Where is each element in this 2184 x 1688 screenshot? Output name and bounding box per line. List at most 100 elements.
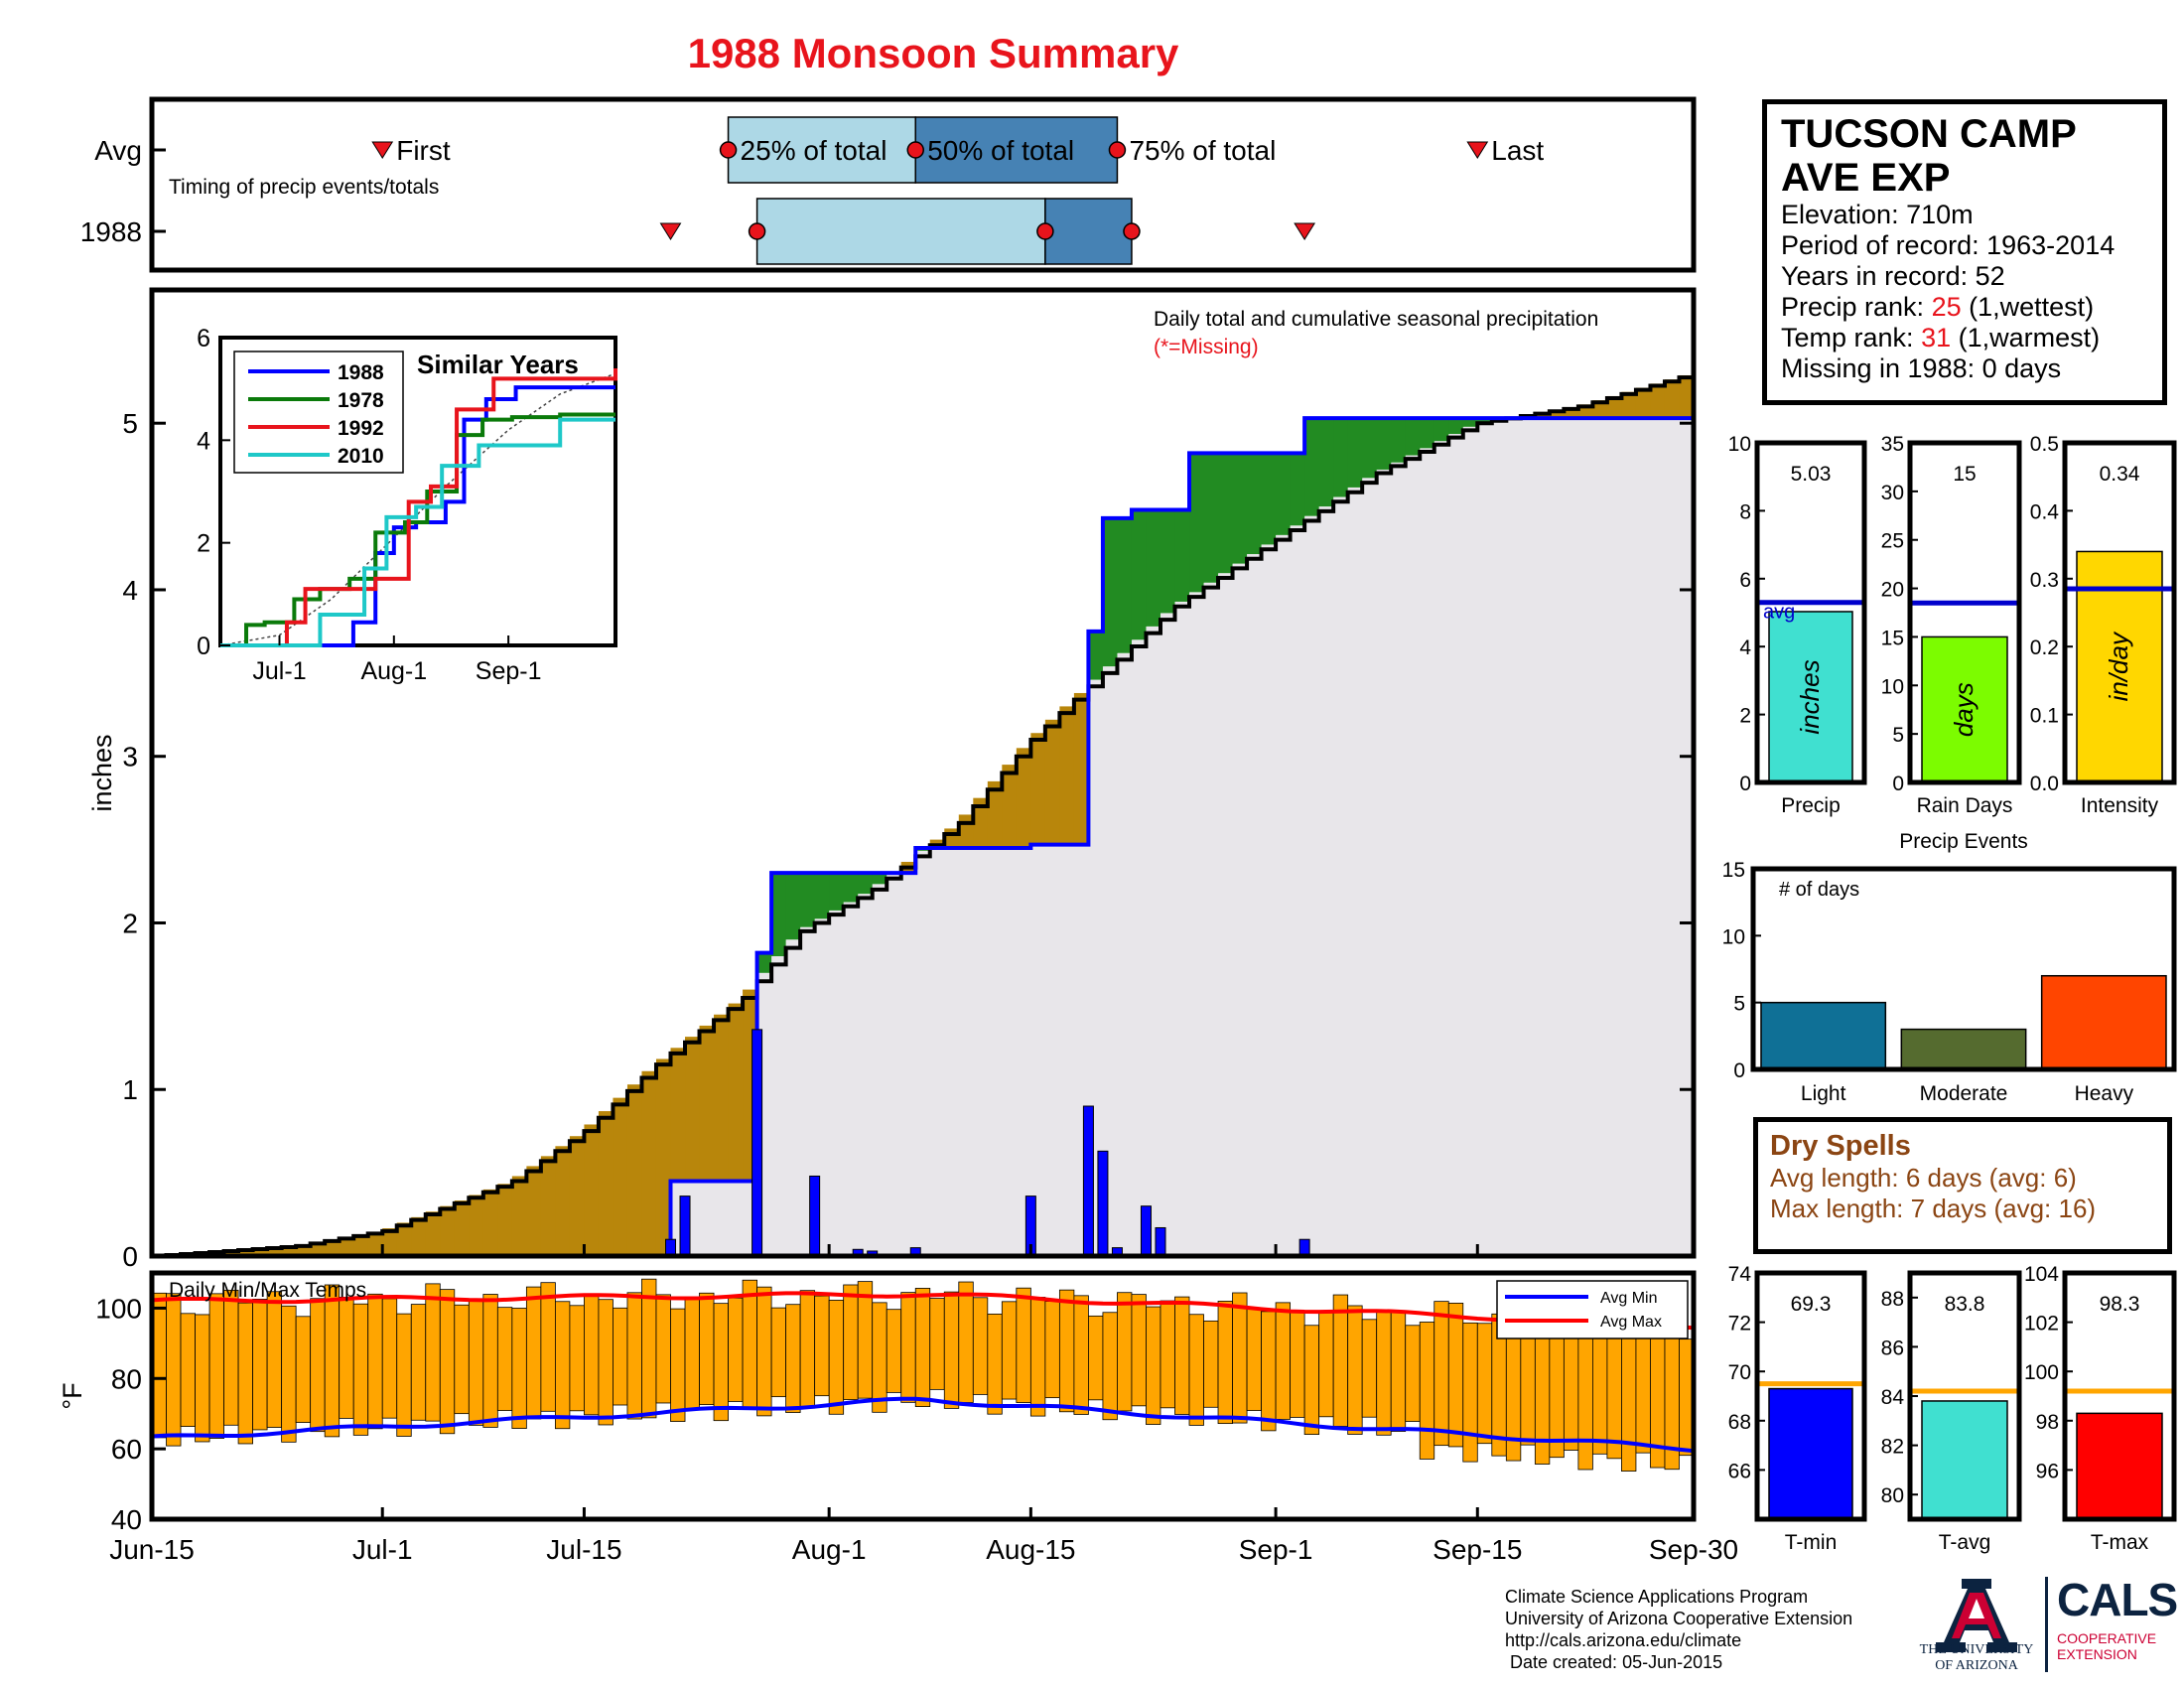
dry-spells-title: Dry Spells: [1770, 1130, 1911, 1162]
small-panel-tick-label: 0.2: [2030, 636, 2059, 659]
avg-cumulative-line: [152, 372, 1696, 1258]
small-panel-tick-label: 98: [2036, 1411, 2059, 1434]
inset-legend-label: 1978: [338, 389, 384, 412]
small-panel-tick-label: 0.4: [2030, 500, 2060, 523]
precip-diff-slice: [785, 873, 801, 940]
temp-range-bar: [195, 1314, 210, 1443]
timing-label-last: Last: [1491, 135, 1544, 166]
small-panel-value: 5.03: [1791, 463, 1832, 486]
temp-range-bar: [237, 1302, 253, 1445]
footer-line: Climate Science Applications Program: [1505, 1587, 1809, 1607]
precip-base-slice: [843, 902, 859, 1256]
precip-diff-slice: [685, 1037, 701, 1182]
precip-base-slice: [1448, 433, 1464, 1256]
precip-base-slice: [1160, 613, 1176, 1256]
temp-range-bar: [208, 1293, 224, 1439]
small-panel-tick-label: 86: [1881, 1336, 1904, 1359]
small-panel-value: 69.3: [1791, 1293, 1832, 1316]
precip-diff-slice: [1433, 418, 1449, 442]
daily-precip-bar: [809, 1175, 821, 1257]
temp-range-bar: [613, 1307, 628, 1406]
precip-base-slice: [1232, 563, 1248, 1256]
precip-diff-slice: [1679, 374, 1695, 419]
precip-diff-slice: [1376, 418, 1392, 470]
event-bar-light: [1760, 1001, 1887, 1070]
temp-range-bar: [742, 1279, 757, 1409]
university-of-arizona-logo: [1936, 1579, 2017, 1652]
cals-logo: CALS: [2057, 1574, 2178, 1625]
precip-base-slice: [1002, 847, 1018, 1256]
precip-diff-slice: [987, 780, 1003, 848]
precip-diff-slice: [598, 1111, 614, 1256]
precip-diff-slice: [1592, 400, 1608, 419]
small-panel-tick-label: 20: [1881, 579, 1904, 602]
timing-box-25-50: [727, 116, 916, 184]
timing-row-label: 1988: [80, 216, 142, 247]
temp-range-bar: [987, 1313, 1003, 1415]
temp-range-bar: [425, 1283, 441, 1422]
small-panel-value: 0.34: [2100, 463, 2140, 486]
inset-legend-label: 2010: [338, 445, 384, 468]
precip-base-slice: [1376, 469, 1392, 1256]
inset-x-label: Aug-1: [360, 657, 427, 685]
precip-diff-slice: [1203, 453, 1219, 583]
small-panel-tick-label: 2: [1739, 705, 1751, 728]
footer-date: Date created: 05-Jun-2015: [1505, 1652, 1723, 1672]
avg-min-line: [151, 1396, 1695, 1454]
inset-y-label: 0: [197, 633, 210, 660]
temp-range-bar: [396, 1313, 412, 1437]
temp-range-bar: [1592, 1321, 1608, 1455]
temp-range-bar: [295, 1316, 312, 1423]
precip-diff-slice: [1564, 407, 1579, 419]
temp-range-bar: [900, 1292, 916, 1403]
temp-range-bar: [569, 1305, 585, 1412]
small-panel-tick-label: 35: [1881, 433, 1904, 456]
small-panel-tick-label: 5: [1892, 724, 1904, 747]
precip-diff-slice: [1333, 418, 1349, 497]
precip-diff-slice: [526, 1166, 542, 1256]
precip-base-slice: [1462, 426, 1478, 1256]
small-panel-value: 15: [1953, 463, 1976, 486]
precip-base-slice: [1362, 478, 1378, 1256]
small-panel-tick-label: 80: [1881, 1484, 1904, 1507]
temp-range-bar: [799, 1290, 816, 1409]
university-of-arizona-wordmark: THE UNIVERSITY OF ARIZONA: [1919, 1642, 2034, 1673]
temp-legend-box: [1496, 1280, 1689, 1339]
precip-base-slice: [987, 847, 1003, 1256]
small-panel-bar: [1768, 1387, 1853, 1520]
temp-range-bar: [1361, 1319, 1378, 1418]
precip-base-slice: [771, 956, 787, 1256]
temp-range-bar: [914, 1288, 931, 1407]
temp-range-bar: [1577, 1333, 1593, 1471]
inset-series-2010: [220, 417, 615, 647]
small-panel-frame: [2062, 440, 2177, 785]
precip-diff-slice: [858, 873, 874, 895]
events-tick-label: 0: [1733, 1059, 1745, 1082]
precip-rank-line: Precip rank: 25 (1,wettest): [1781, 292, 2095, 322]
temp-range-bar: [1203, 1320, 1219, 1408]
precip-diff-slice: [1174, 509, 1190, 602]
temp-range-bar: [713, 1303, 729, 1422]
small-panel-bar: [2076, 1412, 2163, 1520]
temp-range-bar: [655, 1294, 671, 1404]
dry-spells-max: Max length: 7 days (avg: 16): [1770, 1194, 2097, 1223]
temp-range-bar: [1217, 1301, 1233, 1425]
precip-diff-slice: [800, 873, 816, 927]
temp-range-bar: [1001, 1301, 1018, 1400]
footer-link[interactable]: http://cals.arizona.edu/climate: [1505, 1630, 1742, 1650]
temp-range-bar: [166, 1293, 182, 1447]
precip-base-slice: [1606, 418, 1623, 1256]
precip-diff-slice: [756, 952, 772, 973]
precip-base-slice: [1261, 544, 1277, 1256]
temp-range-bar: [540, 1282, 556, 1412]
precip-base-slice: [1405, 455, 1421, 1257]
timing-dot-p50: [1036, 222, 1054, 240]
small-panel-tick-label: 6: [1739, 569, 1751, 592]
precip-base-slice: [1549, 418, 1565, 1256]
precip-base-slice: [1117, 652, 1133, 1256]
precip-base-slice: [1391, 462, 1407, 1256]
inset-y-label: 6: [197, 325, 210, 352]
temp-chart-title: Daily Min/Max Temps: [169, 1279, 366, 1302]
daily-precip-bar: [679, 1196, 691, 1257]
temp-range-bar: [886, 1309, 902, 1393]
